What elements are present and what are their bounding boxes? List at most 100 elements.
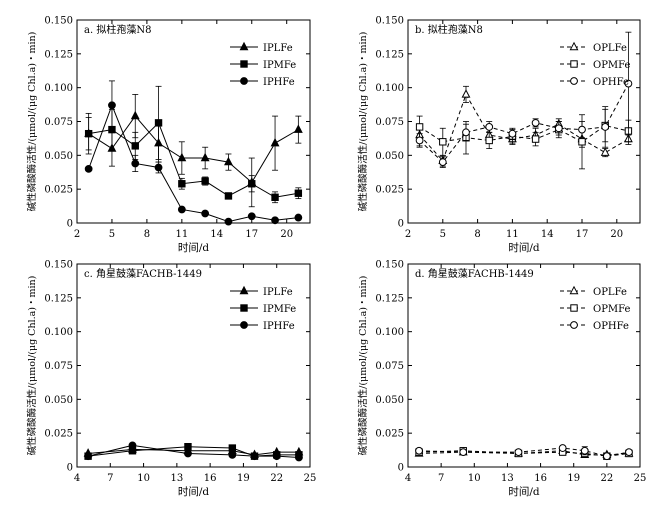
- legend-label: IPMFe: [263, 304, 296, 315]
- panel-title: b. 拟柱孢藻N8: [415, 23, 483, 36]
- y-tick-label: 0: [67, 463, 73, 474]
- y-tick-label: 0.100: [375, 83, 404, 94]
- series-IPHFe: [84, 80, 303, 226]
- y-tick-label: 0: [67, 219, 73, 230]
- data-point: [178, 180, 186, 188]
- data-point: [247, 212, 256, 221]
- legend-label: OPHFe: [593, 321, 629, 332]
- legend-marker: [570, 77, 578, 85]
- data-point: [462, 128, 470, 137]
- y-tick-label: 0.025: [44, 429, 73, 440]
- legend-label: OPLFe: [593, 287, 627, 298]
- y-tick-label: 0.025: [375, 185, 404, 196]
- legend-marker: [240, 321, 248, 329]
- x-tick-label: 10: [137, 473, 150, 484]
- data-point: [272, 452, 281, 461]
- data-point: [578, 138, 586, 146]
- data-point: [184, 449, 192, 458]
- series-OPMFe: [415, 108, 633, 170]
- data-point: [228, 444, 237, 452]
- y-tick-label: 0.150: [44, 16, 73, 27]
- legend-marker: [240, 77, 248, 85]
- data-point: [224, 217, 233, 226]
- y-tick-label: 0.050: [375, 395, 404, 406]
- data-point: [554, 124, 563, 133]
- y-axis-label: 碱性磷酸酶活性/(μmol/(μg Chl.a)・min): [26, 276, 38, 456]
- data-point: [439, 138, 447, 146]
- data-point: [270, 137, 280, 147]
- data-point: [201, 177, 209, 185]
- data-point: [461, 89, 471, 98]
- x-tick-label: 11: [175, 229, 188, 240]
- y-tick-label: 0.100: [44, 327, 73, 338]
- data-point: [184, 443, 192, 451]
- x-tick-label: 8: [474, 229, 480, 240]
- x-tick-label: 4: [74, 473, 80, 484]
- series-OPHFe: [415, 31, 633, 168]
- data-point: [531, 118, 540, 127]
- data-point: [514, 448, 523, 457]
- y-axis-label: 碱性磷酸酶活性/(μmol/(μg Chl.a)・min): [357, 276, 369, 456]
- y-axis-label: 碱性磷酸酶活性/(μmol/(μg Chl.a)・min): [357, 32, 369, 212]
- data-point: [415, 136, 424, 145]
- chart-panel-c: 0 0.025 0.050 0.075 0.100 0.125 0.150 4 7 10 13 16 1…: [26, 260, 316, 499]
- legend-label: IPHFe: [263, 77, 295, 88]
- data-point: [228, 450, 237, 459]
- x-tick-label: 14: [210, 229, 223, 240]
- series-line: [419, 83, 629, 163]
- legend-marker: [240, 304, 248, 312]
- data-point: [485, 136, 493, 145]
- x-tick-label: 19: [567, 473, 580, 484]
- data-point: [200, 152, 210, 162]
- legend-marker: [570, 321, 578, 329]
- legend: OPLFe OPMFe OPHFe: [560, 285, 631, 332]
- chart-panel-d: 0 0.025 0.050 0.075 0.100 0.125 0.150 4 7 10 13 16 1…: [357, 260, 646, 499]
- data-point: [558, 444, 567, 452]
- x-tick-label: 7: [438, 473, 444, 484]
- data-point: [625, 448, 633, 457]
- data-point: [154, 163, 163, 172]
- legend: IPLFe IPMFe IPHFe: [230, 41, 296, 88]
- data-point: [295, 453, 303, 462]
- series-IPLFe: [84, 94, 303, 208]
- data-point: [201, 209, 210, 218]
- y-tick-label: 0.100: [375, 327, 404, 338]
- x-tick-label: 20: [280, 229, 293, 240]
- legend-label: OPMFe: [593, 60, 631, 71]
- x-tick-label: 22: [600, 473, 613, 484]
- data-point: [130, 110, 140, 120]
- legend-label: IPLFe: [263, 287, 293, 298]
- y-tick-label: 0.050: [375, 151, 404, 162]
- data-point: [601, 123, 610, 131]
- data-point: [154, 119, 163, 127]
- data-point: [578, 125, 586, 134]
- x-tick-label: 13: [170, 473, 183, 484]
- data-point: [580, 446, 589, 455]
- series-line: [88, 115, 299, 184]
- x-tick-label: 16: [534, 473, 547, 484]
- legend-marker: [239, 285, 249, 295]
- x-tick-label: 19: [237, 473, 250, 484]
- x-tick-label: 14: [541, 229, 554, 240]
- y-tick-label: 0.050: [44, 395, 73, 406]
- legend-label: IPMFe: [263, 60, 296, 71]
- legend: OPLFe OPMFe OPHFe: [560, 41, 631, 88]
- y-tick-label: 0.125: [44, 293, 73, 304]
- data-point: [128, 441, 137, 450]
- data-point: [415, 446, 423, 455]
- panel-title: c. 角星鼓藻FACHB-1449: [84, 267, 202, 280]
- legend-label: OPHFe: [593, 77, 629, 88]
- y-tick-label: 0: [398, 219, 404, 230]
- series-line: [88, 103, 299, 223]
- series-IPMFe: [84, 443, 303, 460]
- data-point: [624, 79, 633, 88]
- data-point: [485, 123, 494, 131]
- data-point: [84, 164, 93, 173]
- y-tick-label: 0.075: [375, 361, 404, 372]
- data-point: [294, 213, 303, 222]
- x-tick-label: 7: [107, 473, 113, 484]
- data-point: [108, 101, 116, 110]
- data-point: [602, 452, 611, 461]
- y-tick-label: 0.025: [44, 185, 73, 196]
- legend-marker: [240, 60, 248, 68]
